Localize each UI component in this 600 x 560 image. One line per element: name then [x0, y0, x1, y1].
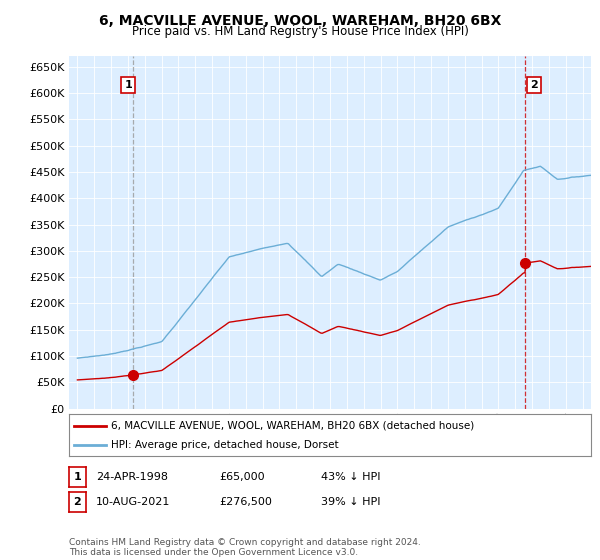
Text: 24-APR-1998: 24-APR-1998: [96, 472, 168, 482]
Text: £276,500: £276,500: [219, 497, 272, 507]
Text: 2: 2: [530, 80, 538, 90]
Text: 6, MACVILLE AVENUE, WOOL, WAREHAM, BH20 6BX: 6, MACVILLE AVENUE, WOOL, WAREHAM, BH20 …: [99, 14, 501, 28]
Text: 1: 1: [124, 80, 132, 90]
Text: 1: 1: [74, 472, 81, 482]
Text: 10-AUG-2021: 10-AUG-2021: [96, 497, 170, 507]
Text: HPI: Average price, detached house, Dorset: HPI: Average price, detached house, Dors…: [111, 440, 338, 450]
Text: £65,000: £65,000: [219, 472, 265, 482]
Text: Contains HM Land Registry data © Crown copyright and database right 2024.
This d: Contains HM Land Registry data © Crown c…: [69, 538, 421, 557]
Text: 39% ↓ HPI: 39% ↓ HPI: [321, 497, 380, 507]
Text: Price paid vs. HM Land Registry's House Price Index (HPI): Price paid vs. HM Land Registry's House …: [131, 25, 469, 38]
Text: 2: 2: [74, 497, 81, 507]
Text: 43% ↓ HPI: 43% ↓ HPI: [321, 472, 380, 482]
Text: 6, MACVILLE AVENUE, WOOL, WAREHAM, BH20 6BX (detached house): 6, MACVILLE AVENUE, WOOL, WAREHAM, BH20 …: [111, 421, 474, 431]
